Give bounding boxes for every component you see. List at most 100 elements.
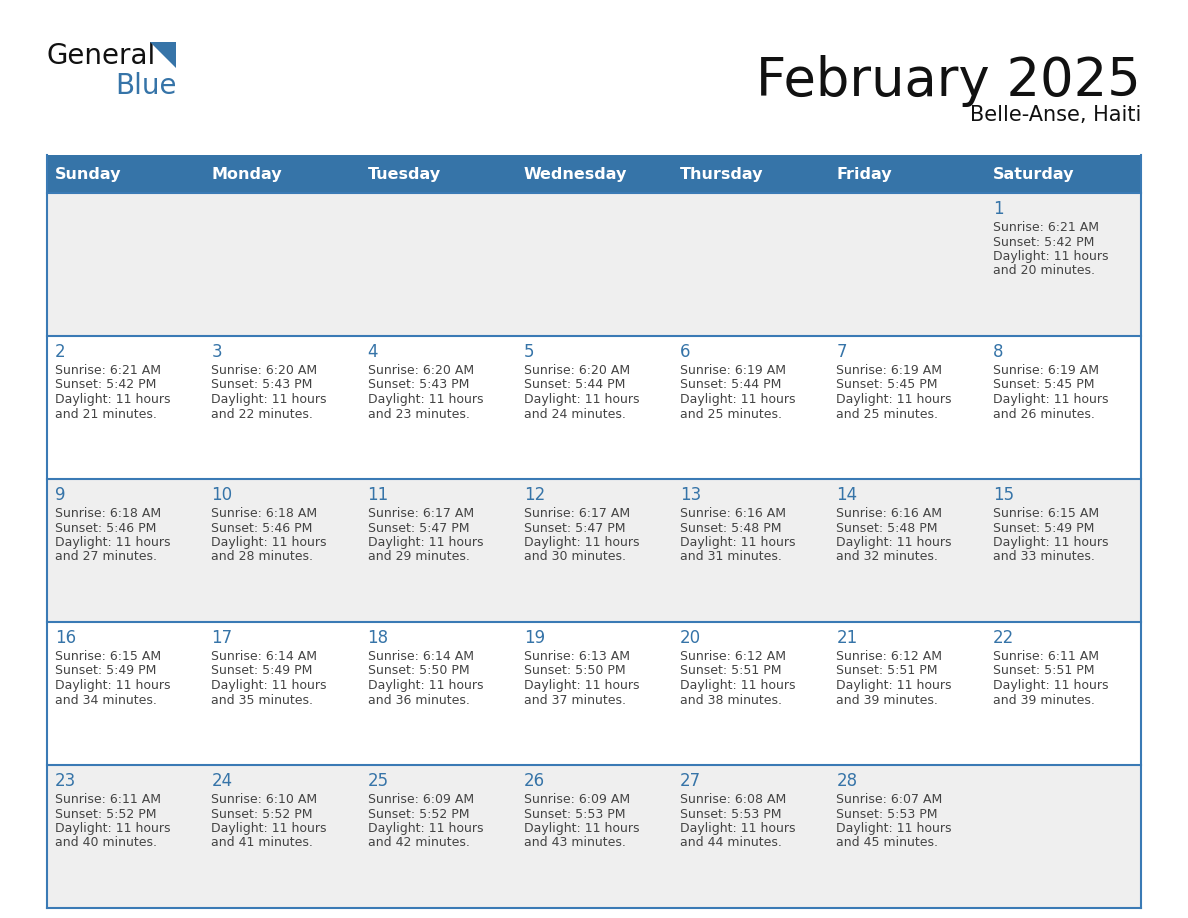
Text: 7: 7: [836, 343, 847, 361]
Bar: [48, 193, 1140, 336]
Text: and 32 minutes.: and 32 minutes.: [836, 551, 939, 564]
Text: Monday: Monday: [211, 166, 282, 182]
Text: Sunrise: 6:17 AM: Sunrise: 6:17 AM: [524, 507, 630, 520]
Text: and 38 minutes.: and 38 minutes.: [681, 693, 782, 707]
Text: Sunset: 5:52 PM: Sunset: 5:52 PM: [55, 808, 157, 821]
Text: 4: 4: [367, 343, 378, 361]
Text: Daylight: 11 hours: Daylight: 11 hours: [55, 536, 171, 549]
Bar: [516, 155, 672, 193]
Text: Daylight: 11 hours: Daylight: 11 hours: [55, 822, 171, 835]
Text: 8: 8: [993, 343, 1003, 361]
Text: Thursday: Thursday: [681, 166, 764, 182]
Text: and 40 minutes.: and 40 minutes.: [55, 836, 157, 849]
Text: Sunset: 5:51 PM: Sunset: 5:51 PM: [681, 665, 782, 677]
Text: Daylight: 11 hours: Daylight: 11 hours: [211, 393, 327, 406]
Text: 21: 21: [836, 629, 858, 647]
Text: Sunset: 5:53 PM: Sunset: 5:53 PM: [524, 808, 625, 821]
Text: and 20 minutes.: and 20 minutes.: [993, 264, 1094, 277]
Text: 16: 16: [55, 629, 76, 647]
Text: Daylight: 11 hours: Daylight: 11 hours: [836, 822, 952, 835]
Text: Sunrise: 6:14 AM: Sunrise: 6:14 AM: [367, 650, 474, 663]
Text: Sunset: 5:50 PM: Sunset: 5:50 PM: [524, 665, 626, 677]
Text: Blue: Blue: [115, 72, 177, 100]
Text: 14: 14: [836, 486, 858, 504]
Text: Sunset: 5:46 PM: Sunset: 5:46 PM: [55, 521, 157, 534]
Text: Sunset: 5:49 PM: Sunset: 5:49 PM: [993, 521, 1094, 534]
Text: 18: 18: [367, 629, 388, 647]
Text: 27: 27: [681, 772, 701, 790]
Text: Sunset: 5:53 PM: Sunset: 5:53 PM: [681, 808, 782, 821]
Text: Sunrise: 6:17 AM: Sunrise: 6:17 AM: [367, 507, 474, 520]
Text: and 33 minutes.: and 33 minutes.: [993, 551, 1094, 564]
Text: Sunrise: 6:20 AM: Sunrise: 6:20 AM: [211, 364, 317, 377]
Text: and 21 minutes.: and 21 minutes.: [55, 408, 157, 420]
Text: Sunrise: 6:10 AM: Sunrise: 6:10 AM: [211, 793, 317, 806]
Text: Sunset: 5:43 PM: Sunset: 5:43 PM: [367, 378, 469, 391]
Text: 17: 17: [211, 629, 233, 647]
Text: Sunrise: 6:19 AM: Sunrise: 6:19 AM: [836, 364, 942, 377]
Text: Sunrise: 6:21 AM: Sunrise: 6:21 AM: [993, 221, 1099, 234]
Bar: [48, 479, 1140, 622]
Text: Sunset: 5:47 PM: Sunset: 5:47 PM: [367, 521, 469, 534]
Text: Sunrise: 6:08 AM: Sunrise: 6:08 AM: [681, 793, 786, 806]
Text: Daylight: 11 hours: Daylight: 11 hours: [993, 536, 1108, 549]
Text: Sunrise: 6:18 AM: Sunrise: 6:18 AM: [211, 507, 317, 520]
Text: and 44 minutes.: and 44 minutes.: [681, 836, 782, 849]
Text: Sunset: 5:49 PM: Sunset: 5:49 PM: [55, 665, 157, 677]
Text: Daylight: 11 hours: Daylight: 11 hours: [524, 822, 639, 835]
Text: Daylight: 11 hours: Daylight: 11 hours: [211, 822, 327, 835]
Text: Sunrise: 6:16 AM: Sunrise: 6:16 AM: [836, 507, 942, 520]
Text: Sunrise: 6:18 AM: Sunrise: 6:18 AM: [55, 507, 162, 520]
Text: and 26 minutes.: and 26 minutes.: [993, 408, 1094, 420]
Text: Daylight: 11 hours: Daylight: 11 hours: [367, 822, 484, 835]
Text: Daylight: 11 hours: Daylight: 11 hours: [55, 679, 171, 692]
Text: Sunrise: 6:19 AM: Sunrise: 6:19 AM: [681, 364, 786, 377]
Text: Sunrise: 6:12 AM: Sunrise: 6:12 AM: [681, 650, 786, 663]
Text: Daylight: 11 hours: Daylight: 11 hours: [836, 536, 952, 549]
Text: and 27 minutes.: and 27 minutes.: [55, 551, 157, 564]
Text: Belle-Anse, Haiti: Belle-Anse, Haiti: [969, 105, 1140, 125]
Text: and 22 minutes.: and 22 minutes.: [211, 408, 314, 420]
Text: Daylight: 11 hours: Daylight: 11 hours: [681, 393, 796, 406]
Text: 28: 28: [836, 772, 858, 790]
Text: 19: 19: [524, 629, 545, 647]
Text: Sunrise: 6:11 AM: Sunrise: 6:11 AM: [993, 650, 1099, 663]
Text: Sunset: 5:42 PM: Sunset: 5:42 PM: [55, 378, 157, 391]
Bar: [828, 155, 985, 193]
Text: Sunrise: 6:15 AM: Sunrise: 6:15 AM: [993, 507, 1099, 520]
Text: and 25 minutes.: and 25 minutes.: [836, 408, 939, 420]
Text: Daylight: 11 hours: Daylight: 11 hours: [367, 536, 484, 549]
Text: 10: 10: [211, 486, 233, 504]
Bar: [985, 155, 1140, 193]
Text: Sunset: 5:43 PM: Sunset: 5:43 PM: [211, 378, 312, 391]
Text: and 42 minutes.: and 42 minutes.: [367, 836, 469, 849]
Text: Sunset: 5:44 PM: Sunset: 5:44 PM: [681, 378, 782, 391]
Text: Daylight: 11 hours: Daylight: 11 hours: [367, 679, 484, 692]
Polygon shape: [150, 42, 176, 68]
Text: Daylight: 11 hours: Daylight: 11 hours: [993, 393, 1108, 406]
Text: Daylight: 11 hours: Daylight: 11 hours: [836, 393, 952, 406]
Bar: [48, 155, 203, 193]
Text: and 35 minutes.: and 35 minutes.: [211, 693, 314, 707]
Text: Sunset: 5:52 PM: Sunset: 5:52 PM: [367, 808, 469, 821]
Text: Sunrise: 6:19 AM: Sunrise: 6:19 AM: [993, 364, 1099, 377]
Text: 11: 11: [367, 486, 388, 504]
Text: Daylight: 11 hours: Daylight: 11 hours: [211, 679, 327, 692]
Text: Sunrise: 6:12 AM: Sunrise: 6:12 AM: [836, 650, 942, 663]
Bar: [672, 155, 828, 193]
Text: and 36 minutes.: and 36 minutes.: [367, 693, 469, 707]
Text: and 23 minutes.: and 23 minutes.: [367, 408, 469, 420]
Text: Daylight: 11 hours: Daylight: 11 hours: [681, 822, 796, 835]
Text: and 28 minutes.: and 28 minutes.: [211, 551, 314, 564]
Text: 22: 22: [993, 629, 1015, 647]
Text: and 34 minutes.: and 34 minutes.: [55, 693, 157, 707]
Text: Sunset: 5:47 PM: Sunset: 5:47 PM: [524, 521, 625, 534]
Text: and 45 minutes.: and 45 minutes.: [836, 836, 939, 849]
Text: Daylight: 11 hours: Daylight: 11 hours: [993, 250, 1108, 263]
Text: 5: 5: [524, 343, 535, 361]
Text: 3: 3: [211, 343, 222, 361]
Text: and 31 minutes.: and 31 minutes.: [681, 551, 782, 564]
Text: Sunrise: 6:09 AM: Sunrise: 6:09 AM: [524, 793, 630, 806]
Text: and 25 minutes.: and 25 minutes.: [681, 408, 782, 420]
Text: and 39 minutes.: and 39 minutes.: [836, 693, 939, 707]
